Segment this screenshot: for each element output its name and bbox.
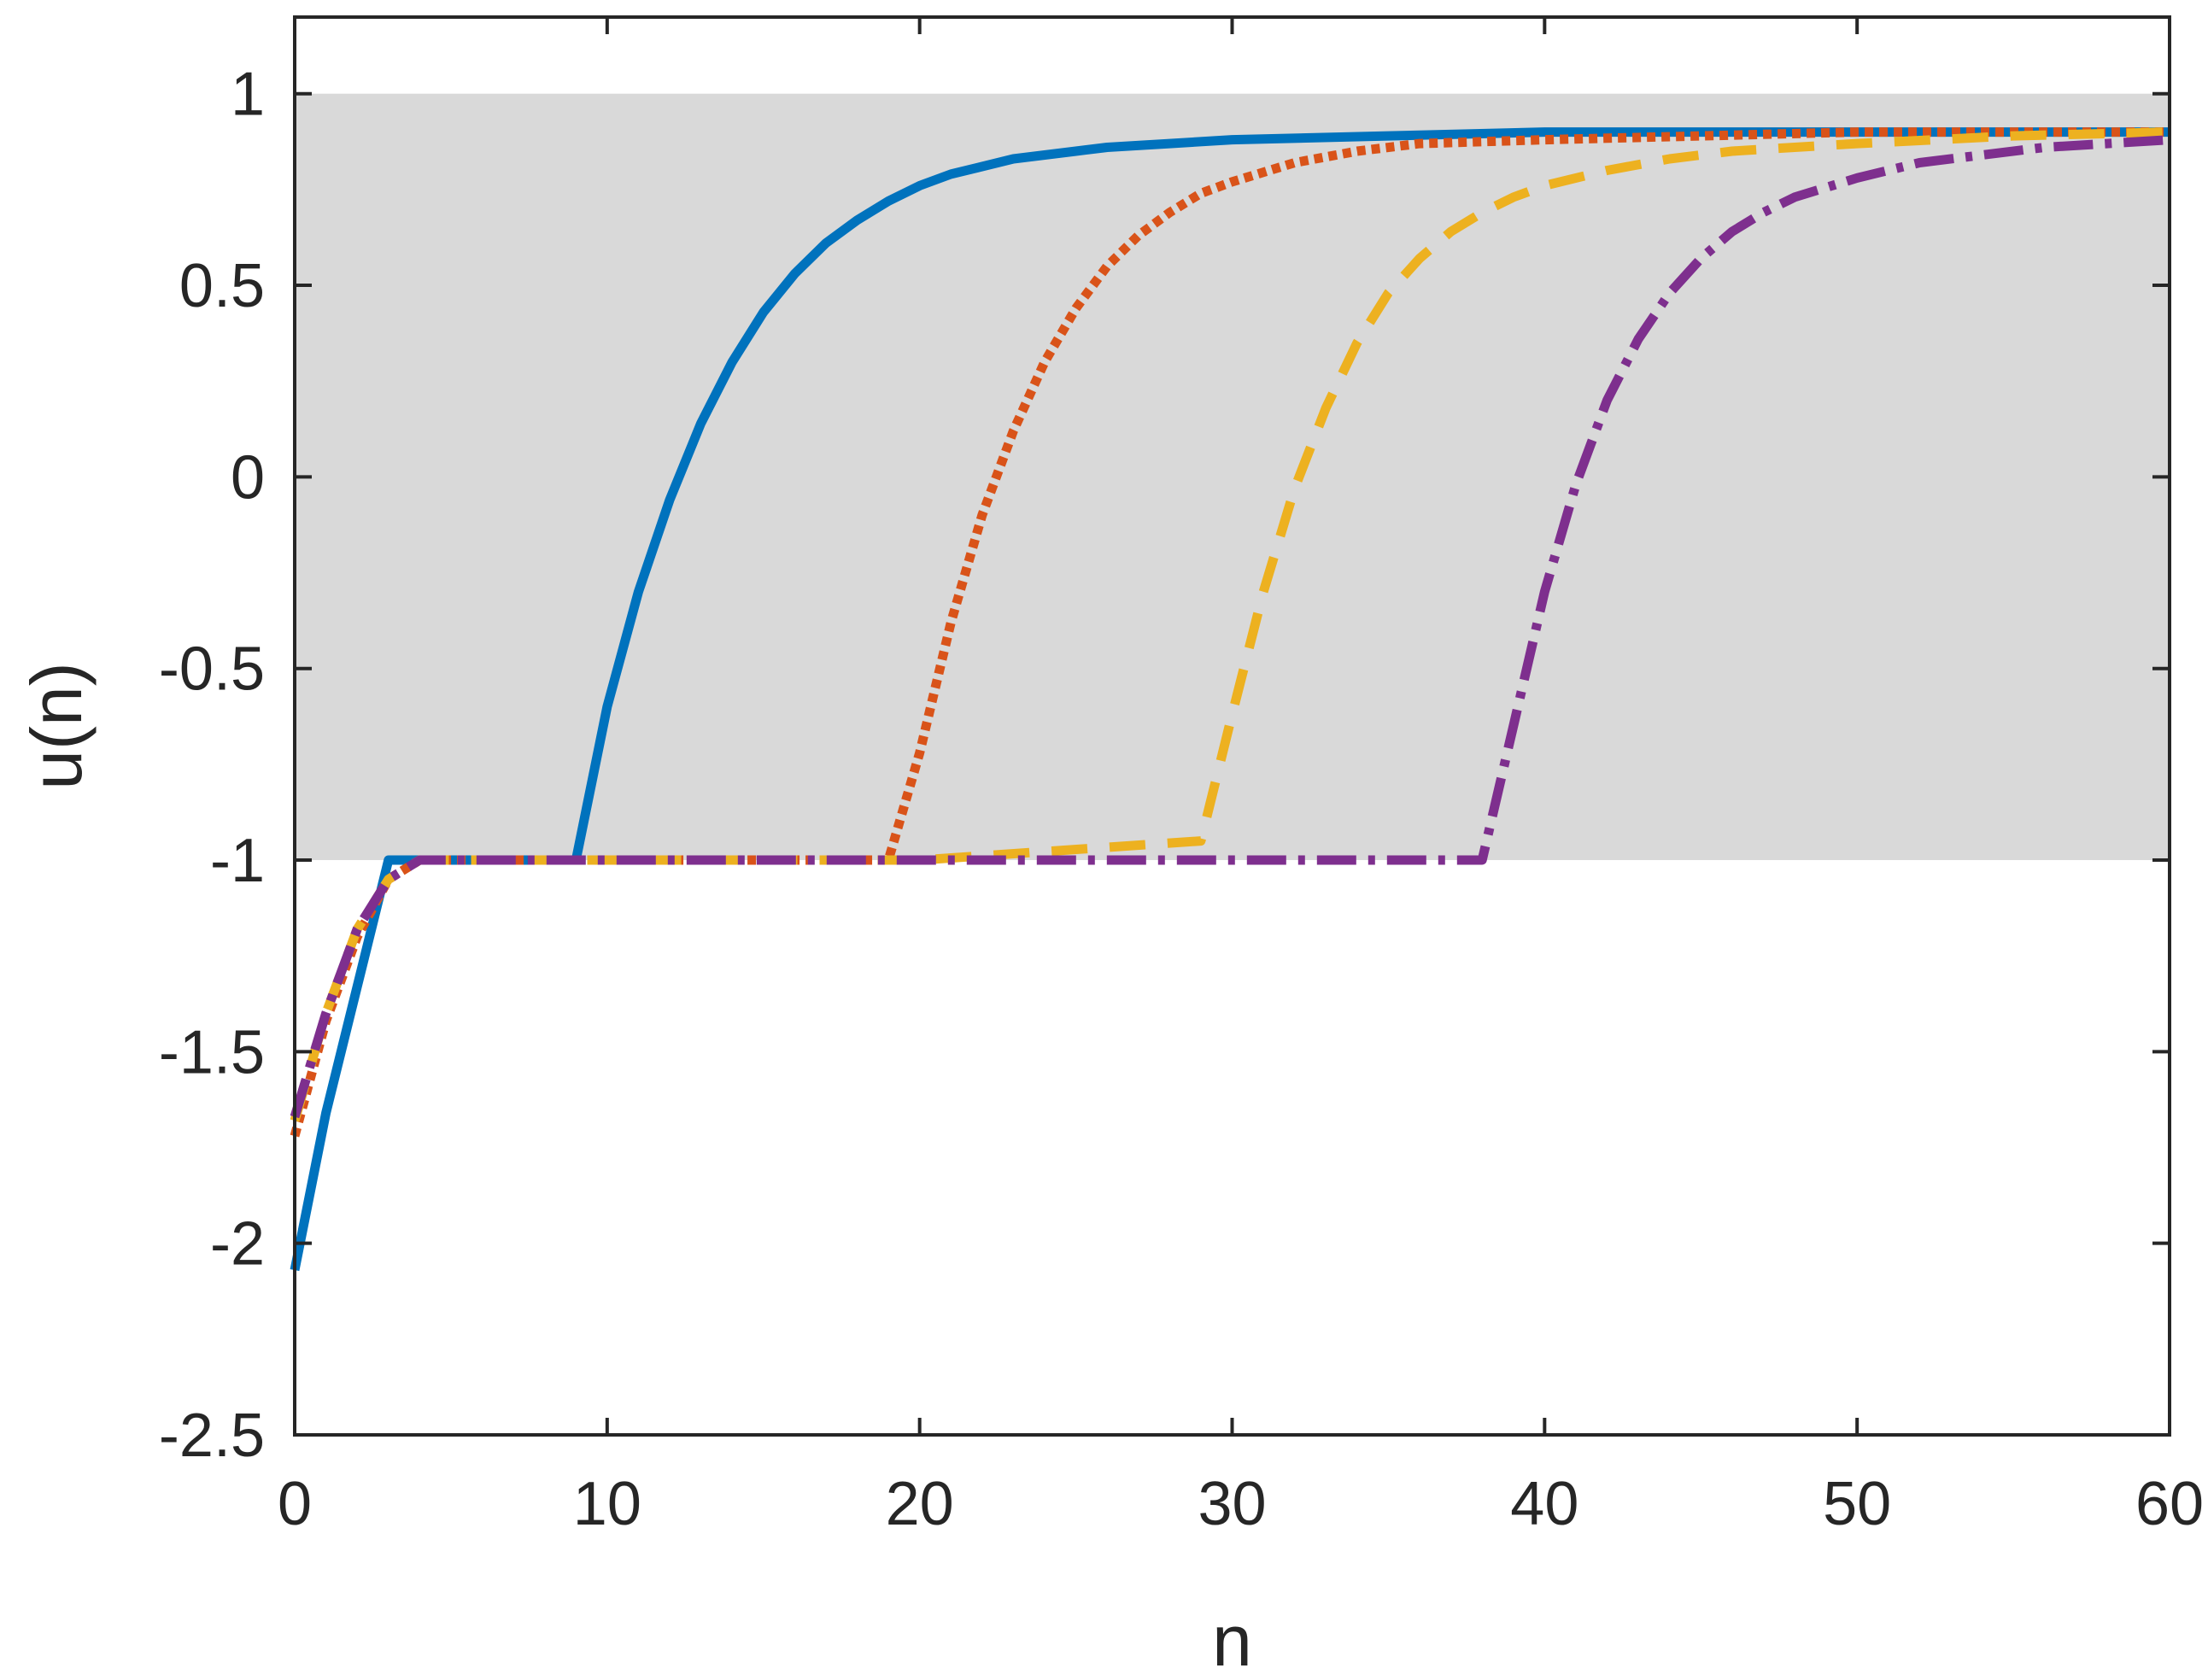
tick-layer: 0 10 20 30 40 50 60 -2.5 -2 -1.5 -1 -0.5 0 0.5 1 bbox=[159, 17, 2204, 1538]
y-tick-label: -1.5 bbox=[159, 1018, 265, 1086]
x-axis-label: n bbox=[1212, 1601, 1252, 1680]
y-axis-label: u(n) bbox=[16, 662, 97, 789]
y-tick-label: 0.5 bbox=[179, 252, 265, 320]
y-tick-label: 1 bbox=[231, 61, 265, 129]
y-tick-label: -2.5 bbox=[159, 1402, 265, 1470]
x-tick-label: 20 bbox=[886, 1470, 954, 1538]
plot-shaded-band bbox=[295, 93, 2170, 861]
x-tick-label: 0 bbox=[278, 1470, 312, 1538]
series-layer bbox=[290, 127, 2170, 1272]
x-tick-label: 50 bbox=[1823, 1470, 1891, 1538]
y-tick-label: -2 bbox=[210, 1210, 265, 1279]
x-tick-label: 10 bbox=[573, 1470, 641, 1538]
y-tick-label: 0 bbox=[231, 443, 265, 512]
y-tick-label: -1 bbox=[210, 827, 265, 895]
y-tick-label: -0.5 bbox=[159, 635, 265, 704]
series-line-4 bbox=[290, 135, 2170, 1119]
x-tick-label: 40 bbox=[1510, 1470, 1578, 1538]
x-tick-label: 30 bbox=[1198, 1470, 1266, 1538]
x-tick-label: 60 bbox=[2135, 1470, 2204, 1538]
